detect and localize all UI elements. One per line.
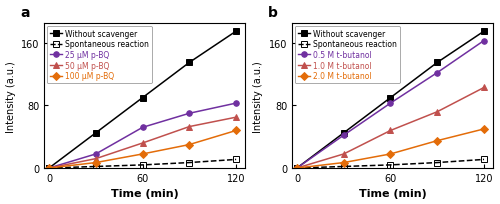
Legend: Without scavenger, Spontaneous reaction, 0.5 M t-butanol, 1.0 M t-butanol, 2.0 M: Without scavenger, Spontaneous reaction,… (294, 27, 400, 84)
Text: a: a (20, 6, 30, 20)
Y-axis label: Intensity (a.u.): Intensity (a.u.) (254, 61, 264, 132)
Legend: Without scavenger, Spontaneous reaction, 25 μM p-BQ, 50 μM p-BQ, 100 μM p-BQ: Without scavenger, Spontaneous reaction,… (46, 27, 152, 84)
X-axis label: Time (min): Time (min) (111, 188, 179, 198)
Text: b: b (268, 6, 278, 20)
Y-axis label: Intensity (a.u.): Intensity (a.u.) (6, 61, 16, 132)
X-axis label: Time (min): Time (min) (359, 188, 426, 198)
